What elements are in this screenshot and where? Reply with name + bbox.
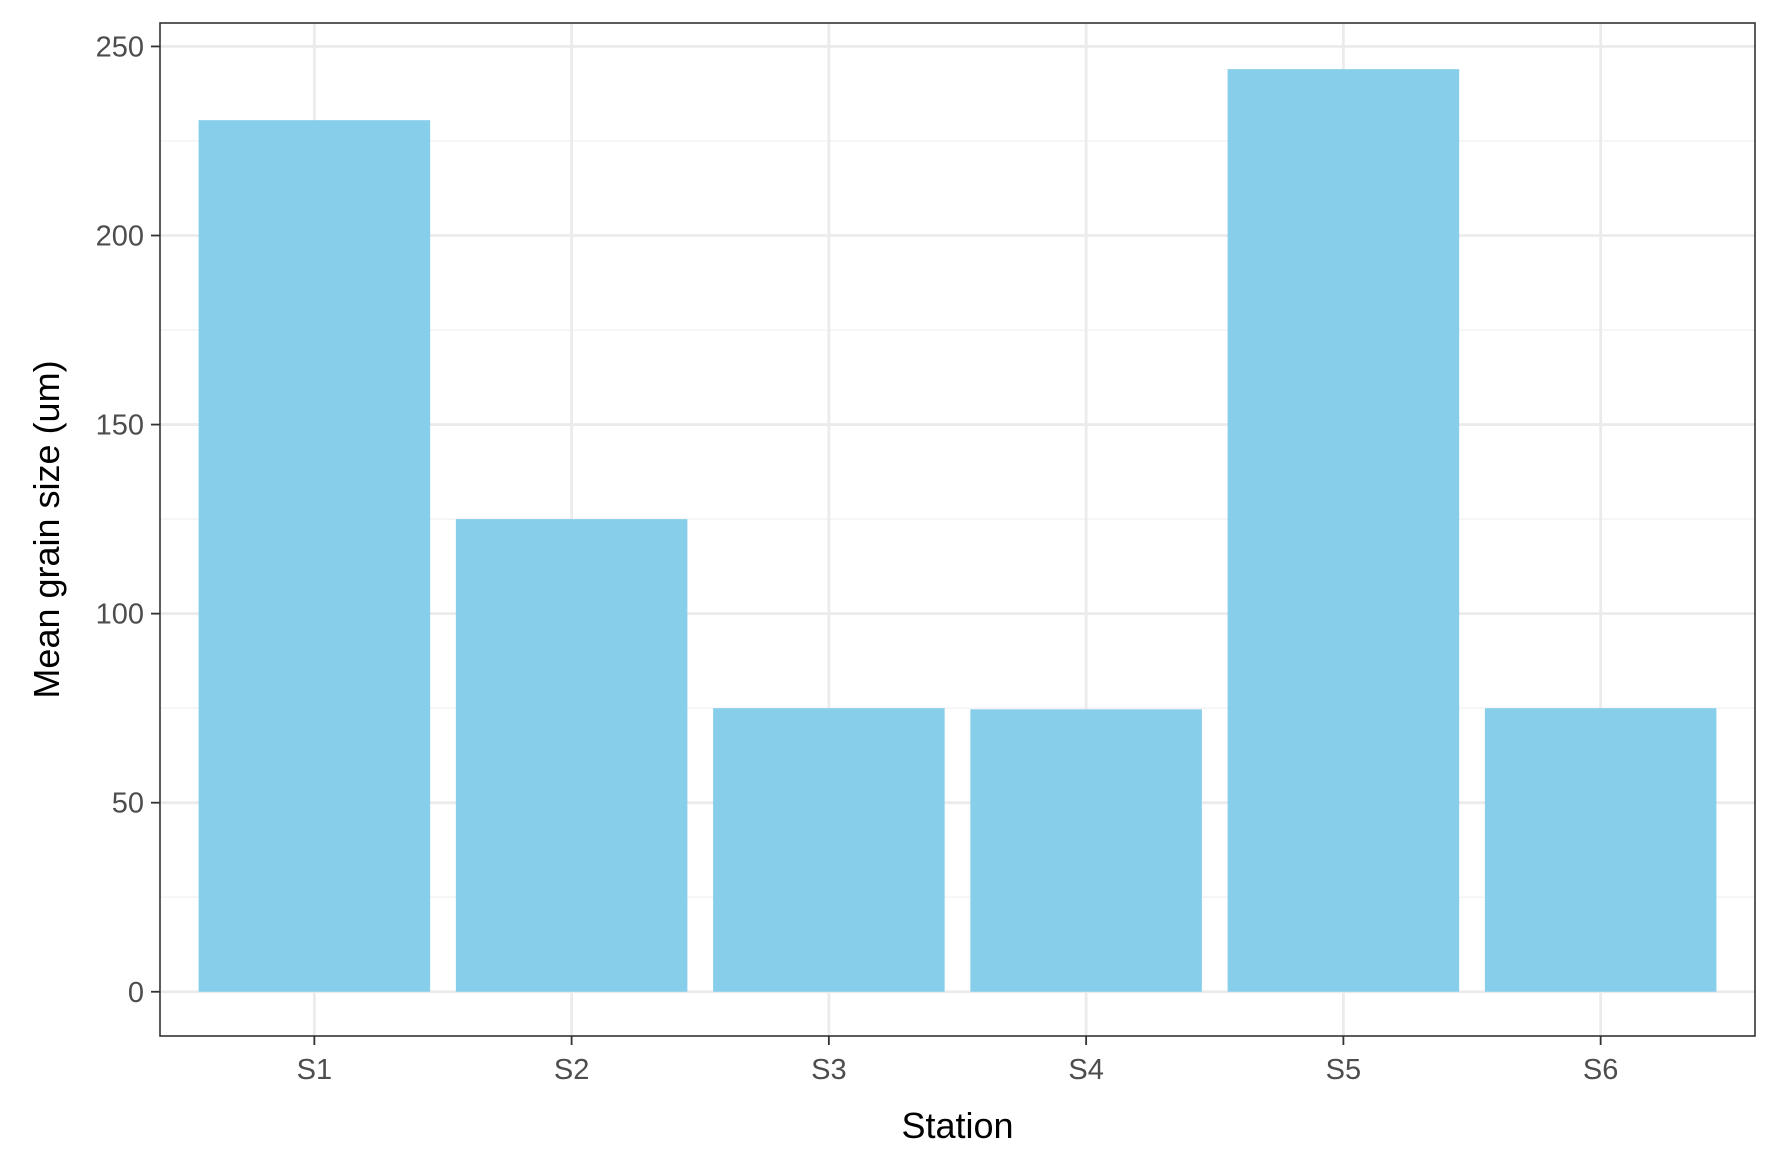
bar-s5: [1227, 69, 1460, 992]
bar-s4: [970, 709, 1202, 992]
y-tick-label: 200: [96, 221, 144, 253]
y-tick-label: 250: [96, 31, 144, 63]
y-axis-title: Mean grain size (um): [26, 360, 67, 698]
bar-s6: [1484, 708, 1717, 992]
x-axis: S1 S2 S3 S4 S5 S6: [297, 1036, 1618, 1086]
bar-s2: [455, 519, 688, 992]
bars: [198, 69, 1717, 992]
panel-border: [159, 22, 1756, 1037]
y-tick-label: 150: [96, 410, 144, 442]
x-tick-label: S5: [1326, 1054, 1361, 1086]
x-tick-label: S2: [554, 1054, 589, 1086]
y-tick-label: 50: [112, 788, 144, 820]
x-tick-label: S3: [811, 1054, 846, 1086]
x-tick-label: S4: [1068, 1054, 1103, 1086]
y-tick-label: 0: [128, 977, 144, 1009]
x-axis-title: Station: [901, 1105, 1013, 1146]
bar-s3: [713, 708, 945, 992]
y-tick-label: 100: [96, 599, 144, 631]
bar-s1: [198, 120, 431, 992]
y-axis: 0 50 100 150 200 250: [96, 31, 160, 1009]
x-tick-label: S6: [1583, 1054, 1618, 1086]
x-tick-label: S1: [297, 1054, 332, 1086]
